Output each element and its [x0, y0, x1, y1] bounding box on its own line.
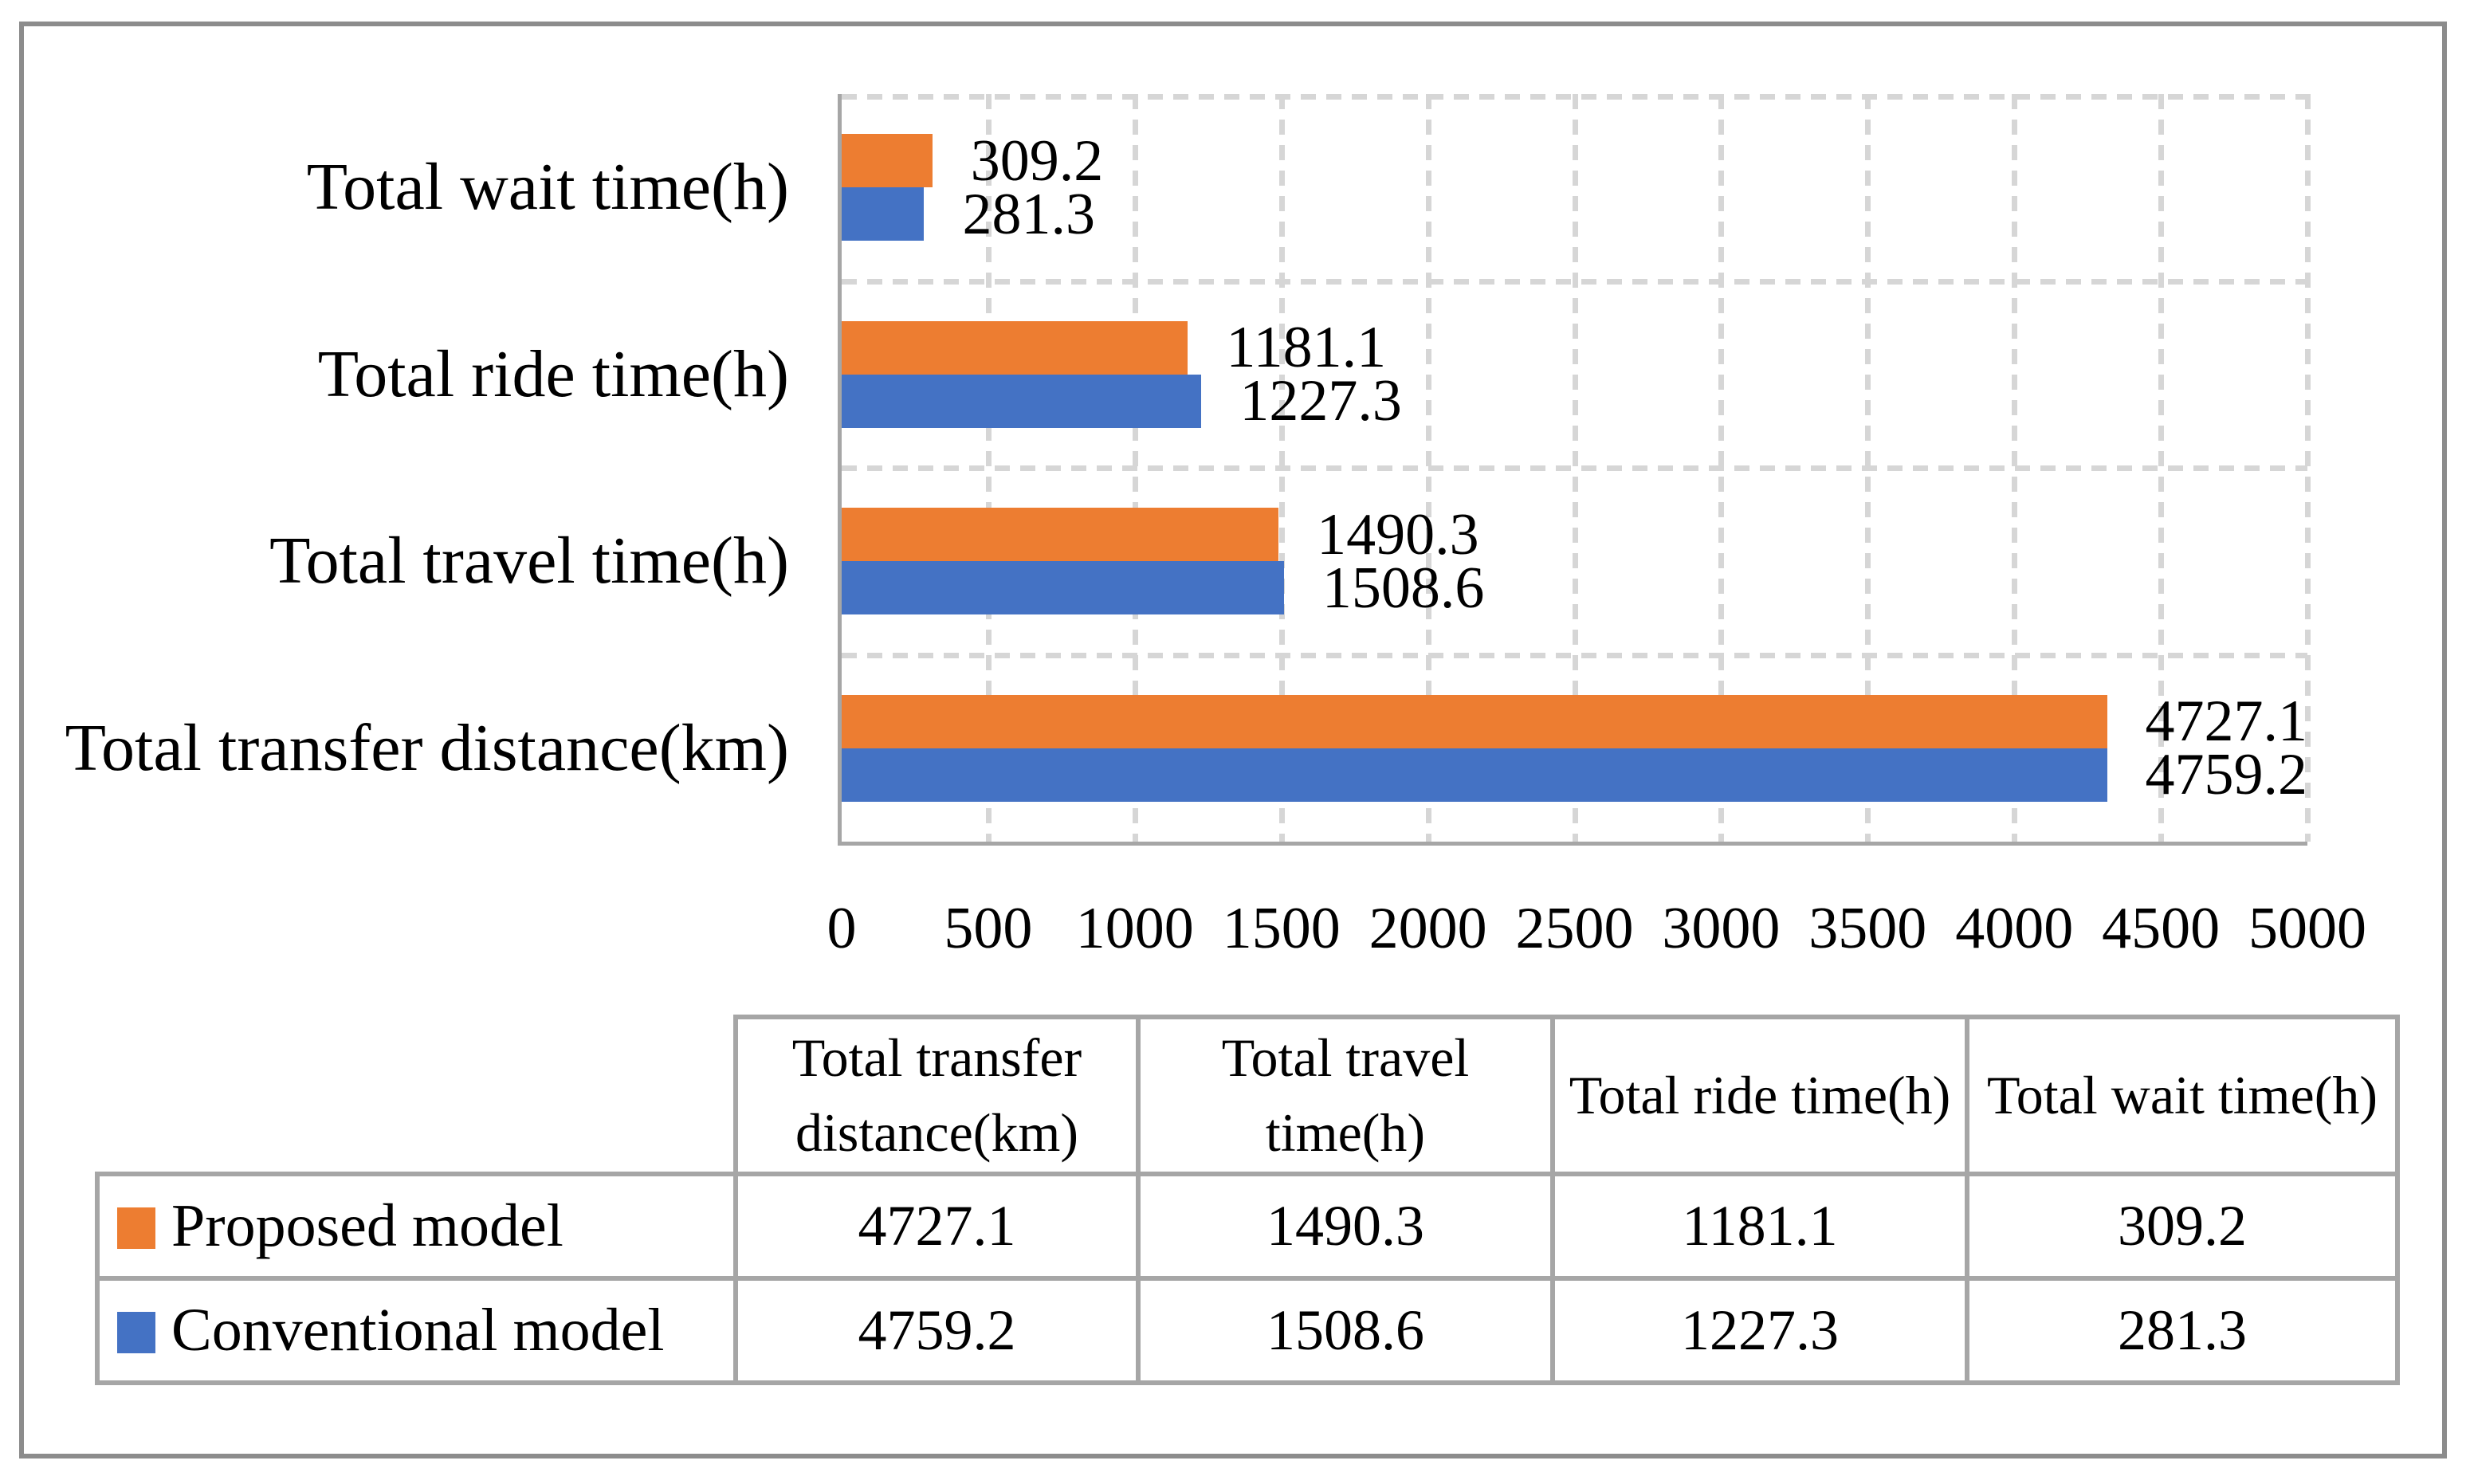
conventional-model-label: Conventional model	[171, 1297, 665, 1364]
bar-conventional-wait-time	[842, 187, 925, 241]
vertical-gridline	[2158, 94, 2165, 842]
bar-conventional-transfer-distance	[842, 748, 2107, 802]
data-label-proposed-ride-time: 1181.1	[1226, 315, 1387, 381]
x-tick-label: 4500	[2102, 896, 2221, 961]
x-tick-label: 2500	[1515, 896, 1634, 961]
row-label-conventional-model: Conventional model	[95, 1276, 738, 1385]
conventional-model-legend-swatch	[117, 1312, 155, 1353]
column-header-travel-time: Total travel time(h)	[1136, 1015, 1555, 1176]
vertical-gridline	[1718, 94, 1725, 842]
x-tick-label: 3500	[1808, 896, 1927, 961]
bar-conventional-travel-time	[842, 561, 1284, 615]
data-table: Total transfer distance(km) Total travel…	[95, 1015, 2400, 1385]
x-tick-label: 5000	[2248, 896, 2366, 961]
row-label-proposed-model: Proposed model	[95, 1172, 738, 1281]
band-total-transfer-distance: 4727.1 4759.2	[842, 655, 2307, 842]
bar-conventional-ride-time	[842, 374, 1202, 428]
x-tick-label: 0	[827, 896, 857, 961]
column-header-ride-time: Total ride time(h)	[1550, 1015, 1969, 1176]
cell-conventional-travel-time: 1508.6	[1136, 1276, 1555, 1385]
category-label-total-ride-time: Total ride time(h)	[317, 336, 789, 411]
data-label-conventional-ride-time: 1227.3	[1239, 368, 1402, 434]
x-tick-label: 500	[944, 896, 1033, 961]
category-label-total-wait-time: Total wait time(h)	[306, 149, 789, 224]
cell-proposed-transfer-distance: 4727.1	[733, 1172, 1141, 1281]
column-header-wait-time: Total wait time(h)	[1965, 1015, 2400, 1176]
band-total-ride-time: 1181.1 1227.3	[842, 281, 2307, 469]
plot-area: 309.2 281.3 1181.1 1227.3 1490.3	[838, 94, 2311, 846]
proposed-model-label: Proposed model	[171, 1192, 564, 1259]
x-tick-label: 2000	[1369, 896, 1487, 961]
data-label-proposed-wait-time: 309.2	[970, 128, 1104, 194]
vertical-gridline	[1132, 94, 1138, 842]
table-header-row: Total transfer distance(km) Total travel…	[97, 1015, 2400, 1176]
vertical-gridline	[1278, 94, 1285, 842]
vertical-gridline	[2012, 94, 2018, 842]
x-tick-label: 3000	[1662, 896, 1781, 961]
vertical-gridline	[1572, 94, 1578, 842]
cell-conventional-ride-time: 1227.3	[1550, 1276, 1969, 1385]
table-row-proposed-model: Proposed model 4727.1 1490.3 1181.1 309.…	[95, 1172, 2400, 1281]
table-corner-cell	[97, 1017, 736, 1174]
x-tick-label: 1500	[1222, 896, 1341, 961]
data-label-conventional-wait-time: 281.3	[962, 181, 1095, 247]
data-label-proposed-transfer-distance: 4727.1	[2145, 689, 2308, 755]
data-label-conventional-travel-time: 1508.6	[1321, 555, 1485, 621]
proposed-model-legend-swatch	[117, 1207, 155, 1249]
cell-proposed-wait-time: 309.2	[1965, 1172, 2400, 1281]
bar-proposed-travel-time	[842, 508, 1279, 562]
vertical-gridline	[1425, 94, 1431, 842]
cell-proposed-ride-time: 1181.1	[1550, 1172, 1969, 1281]
vertical-gridline	[2305, 94, 2311, 842]
column-header-transfer-distance: Total transfer distance(km)	[733, 1015, 1141, 1176]
band-total-wait-time: 309.2 281.3	[842, 94, 2307, 281]
bar-proposed-wait-time	[842, 134, 933, 188]
bar-proposed-transfer-distance	[842, 694, 2107, 748]
x-tick-label: 4000	[1955, 896, 2074, 961]
table-row-conventional-model: Conventional model 4759.2 1508.6 1227.3 …	[95, 1276, 2400, 1385]
bar-proposed-ride-time	[842, 320, 1188, 375]
x-tick-label: 1000	[1075, 896, 1194, 961]
x-axis-ticks: 0 500 1000 1500 2000 2500 3000 3500 4000 4500 5000	[827, 896, 2367, 963]
vertical-gridline	[1865, 94, 1871, 842]
data-label-conventional-transfer-distance: 4759.2	[2145, 742, 2308, 808]
x-axis-line	[838, 842, 2307, 846]
vertical-gridline	[985, 94, 992, 842]
band-total-travel-time: 1490.3 1508.6	[842, 468, 2307, 655]
cell-conventional-transfer-distance: 4759.2	[733, 1276, 1141, 1385]
y-axis-line	[838, 94, 842, 846]
cell-proposed-travel-time: 1490.3	[1136, 1172, 1555, 1281]
figure-border	[19, 22, 2447, 1458]
category-label-total-transfer-distance: Total transfer distance(km)	[65, 710, 789, 785]
data-label-proposed-travel-time: 1490.3	[1317, 501, 1479, 567]
cell-conventional-wait-time: 281.3	[1965, 1276, 2400, 1385]
category-label-total-travel-time: Total travel time(h)	[269, 523, 789, 598]
